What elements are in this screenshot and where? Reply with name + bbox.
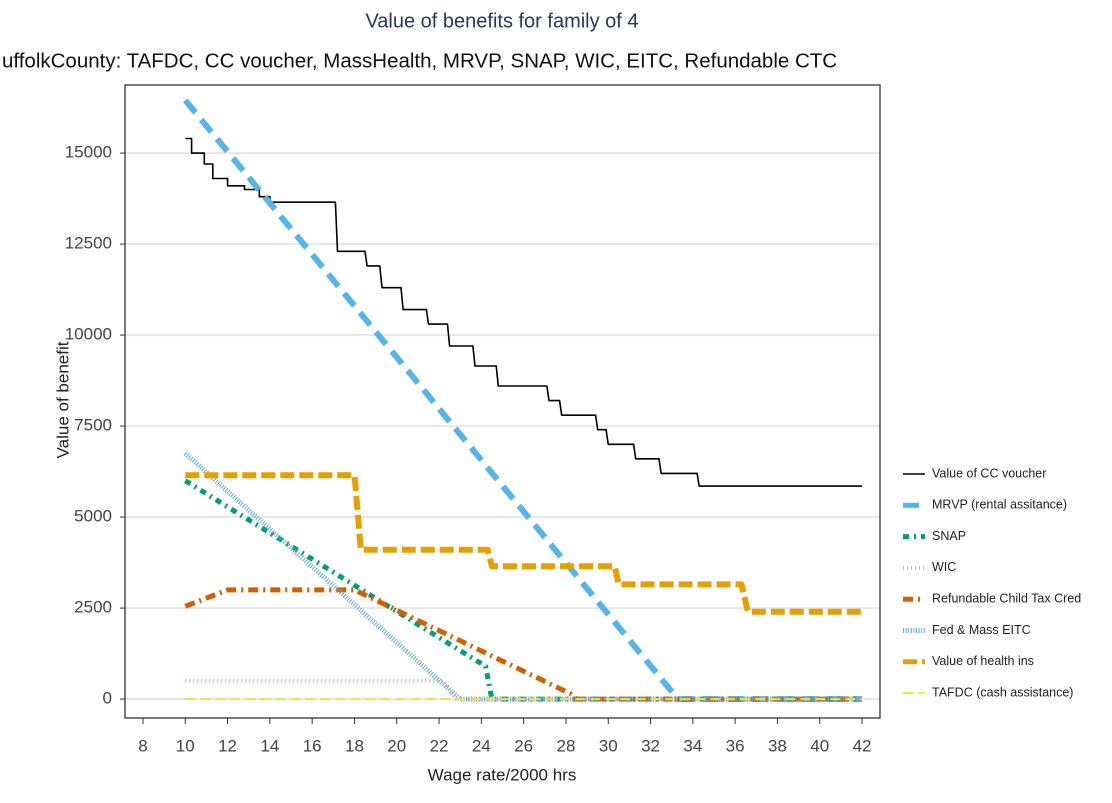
y-tick-label: 12500 xyxy=(65,234,112,253)
x-tick-label: 32 xyxy=(641,736,660,755)
chart-subtitle: uffolkCounty: TAFDC, CC voucher, MassHea… xyxy=(2,49,837,72)
x-tick-label: 18 xyxy=(345,736,364,755)
x-axis-label: Wage rate/2000 hrs xyxy=(428,765,577,784)
y-tick-label: 0 xyxy=(103,689,112,708)
x-tick-label: 28 xyxy=(556,736,575,755)
y-tick-label: 10000 xyxy=(65,325,112,344)
series-line xyxy=(185,678,862,702)
x-tick-label: 10 xyxy=(176,736,195,755)
grid xyxy=(125,152,880,701)
x-tick-label: 24 xyxy=(472,736,491,755)
series-line xyxy=(185,137,862,487)
legend-label: WIC xyxy=(932,560,956,574)
x-tick-label: 26 xyxy=(514,736,533,755)
x-tick-label: 42 xyxy=(853,736,872,755)
x-tick-label: 16 xyxy=(303,736,322,755)
x-tick-label: 30 xyxy=(599,736,618,755)
legend-label: MRVP (rental assitance) xyxy=(932,498,1067,512)
x-tick-label: 22 xyxy=(430,736,449,755)
x-tick-label: 8 xyxy=(138,736,147,755)
y-tick-label: 5000 xyxy=(74,507,112,526)
y-tick-label: 7500 xyxy=(74,416,112,435)
x-tick-label: 34 xyxy=(683,736,702,755)
x-tick-label: 20 xyxy=(387,736,406,755)
x-tick-label: 40 xyxy=(810,736,829,755)
series-line xyxy=(185,472,862,615)
x-tick-label: 14 xyxy=(260,736,279,755)
legend-label: SNAP xyxy=(932,529,966,543)
chart-title: Value of benefits for family of 4 xyxy=(365,10,638,32)
x-tick-label: 36 xyxy=(726,736,745,755)
y-tick-label: 2500 xyxy=(74,598,112,617)
legend-label: Value of CC voucher xyxy=(932,466,1046,480)
x-tick-label: 12 xyxy=(218,736,237,755)
y-axis-label: Value of benefit xyxy=(53,341,72,458)
legend-label: Refundable Child Tax Cred xyxy=(932,591,1081,605)
x-tick-label: 38 xyxy=(768,736,787,755)
y-tick-label: 15000 xyxy=(65,143,112,162)
plot-frame xyxy=(124,84,881,719)
legend-label: Value of health ins xyxy=(932,654,1034,668)
series-line xyxy=(183,451,862,702)
plot-lines xyxy=(182,98,862,703)
legend-label: TAFDC (cash assistance) xyxy=(932,685,1073,699)
legend-label: Fed & Mass EITC xyxy=(932,623,1031,637)
